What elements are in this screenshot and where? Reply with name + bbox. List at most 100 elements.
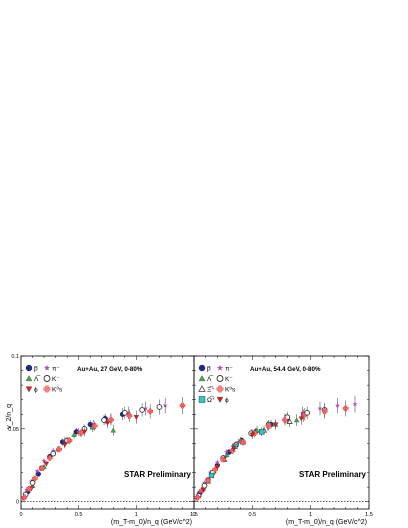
- legend-label: Λ̅: [34, 375, 40, 383]
- data-point: [32, 475, 38, 482]
- data-point: [265, 423, 272, 429]
- data-point: [212, 466, 218, 473]
- data-point: [224, 452, 230, 458]
- data-point: [214, 464, 220, 470]
- data-point: [125, 410, 131, 415]
- x-tick-label: 0.5: [249, 512, 257, 518]
- legend-marker: [216, 385, 224, 393]
- data-point: [126, 412, 133, 419]
- data-point: [78, 430, 84, 437]
- legend-label: Ω̅⁺: [207, 396, 216, 404]
- legend-label: K⁻: [225, 376, 233, 383]
- data-point: [286, 418, 293, 424]
- legend-label: π⁻: [225, 365, 233, 372]
- legend-marker: [43, 385, 51, 393]
- data-point: [235, 439, 241, 445]
- data-point: [108, 417, 114, 423]
- legend-label: π⁻: [52, 365, 60, 372]
- plot-frame: [193, 355, 370, 510]
- data-point: [317, 405, 323, 411]
- series: [194, 400, 349, 501]
- series: [200, 412, 304, 493]
- y-tick-label: 0: [16, 500, 19, 506]
- data-point: [29, 479, 36, 486]
- data-point: [334, 402, 341, 408]
- y-tick-label: 0.1: [11, 354, 19, 360]
- y-tick-label: 0.05: [8, 427, 19, 433]
- data-point: [208, 472, 215, 479]
- data-point: [224, 449, 230, 455]
- legend-label: K⁰s: [52, 385, 63, 393]
- data-point: [282, 417, 288, 423]
- series: [22, 399, 163, 498]
- data-point: [21, 494, 28, 501]
- x-axis-title: (m_T-m_0)/n_q (GeV/c^2): [111, 519, 192, 526]
- data-point: [139, 407, 145, 413]
- data-point: [352, 401, 358, 407]
- legend-marker: [43, 364, 51, 371]
- legend-label: p̅: [207, 365, 211, 372]
- x-tick-label: 0: [192, 512, 195, 518]
- data-point: [34, 468, 40, 474]
- legend-label: ϕ: [225, 397, 229, 404]
- data-point: [110, 427, 116, 433]
- legend-label: ϕ: [34, 386, 38, 393]
- legend-label: Λ̅: [207, 375, 213, 383]
- data-point: [205, 477, 211, 483]
- data-point: [121, 409, 128, 416]
- data-point: [304, 409, 311, 416]
- data-point: [26, 485, 32, 492]
- star-preliminary-label: STAR Preliminary: [299, 470, 367, 479]
- legend-label: Ξ̅⁺: [207, 385, 215, 393]
- legend-marker: [43, 375, 51, 382]
- legend-marker: [198, 385, 206, 392]
- data-point: [71, 431, 77, 437]
- data-point: [50, 450, 57, 457]
- data-point: [66, 437, 73, 444]
- x-tick-label: 1.5: [190, 512, 198, 518]
- data-point: [143, 405, 149, 411]
- series: [200, 414, 300, 491]
- data-point: [259, 429, 265, 435]
- x-axis-title: (m_T-m_0)/n_q (GeV/c^2): [286, 519, 367, 526]
- data-point: [220, 456, 226, 463]
- data-point: [342, 405, 349, 412]
- data-point: [214, 459, 220, 465]
- data-point: [294, 417, 300, 423]
- data-point: [162, 402, 168, 408]
- series: [28, 410, 139, 492]
- legend-marker: [25, 386, 33, 393]
- data-point: [104, 420, 111, 426]
- data-point: [156, 404, 163, 410]
- data-point: [240, 439, 246, 445]
- legend-marker: [198, 364, 206, 372]
- data-point: [41, 458, 47, 464]
- panel-title: Au+Au, 27 GeV, 0-80%: [77, 366, 143, 373]
- series: [193, 395, 358, 501]
- series: [29, 422, 116, 488]
- series: [195, 402, 328, 499]
- panel-left: 0 0.5 1 1.500.050.1(m_T-m_0)/n_q (GeV/c^2)v…: [6, 354, 198, 526]
- data-point: [76, 429, 82, 434]
- legend-marker: [25, 364, 33, 372]
- data-point: [249, 432, 255, 438]
- data-point: [133, 415, 139, 420]
- data-point: [47, 455, 53, 461]
- x-tick-label: 1: [135, 512, 138, 518]
- data-point: [38, 465, 45, 471]
- data-point: [179, 402, 186, 409]
- data-point: [201, 480, 208, 485]
- data-point: [56, 446, 62, 453]
- data-point: [298, 416, 304, 422]
- panel-title: Au+Au, 54.4 GeV, 0-80%: [250, 366, 321, 373]
- data-point: [43, 461, 50, 467]
- x-tick-label: 0.5: [75, 512, 83, 518]
- data-point: [200, 487, 206, 493]
- series: [204, 415, 293, 484]
- x-tick-label: 1.5: [365, 512, 373, 518]
- data-point: [194, 494, 201, 501]
- data-point: [92, 423, 98, 429]
- data-point: [231, 445, 237, 451]
- data-point: [299, 410, 306, 415]
